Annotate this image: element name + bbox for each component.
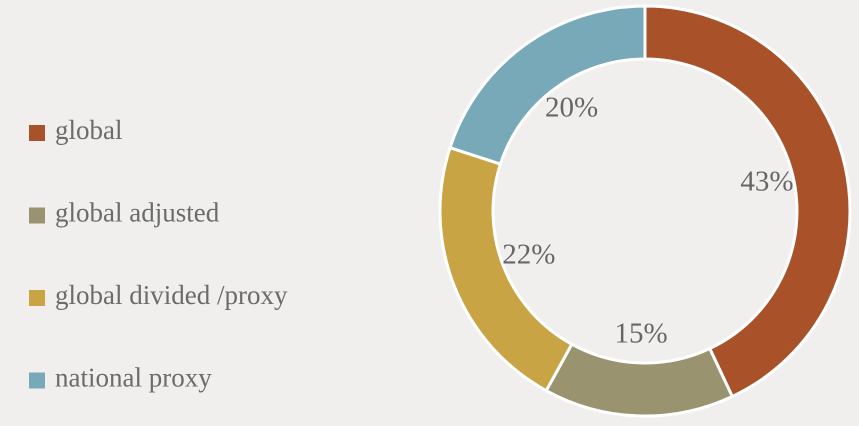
data-label: 20% <box>545 92 598 124</box>
legend-text: national proxy <box>55 363 212 393</box>
donut-slice <box>448 4 647 166</box>
data-label: 15% <box>614 318 667 350</box>
legend-text: global adjusted <box>55 198 220 228</box>
donut-slice <box>643 4 852 399</box>
data-label: 22% <box>502 239 555 271</box>
legend-swatch <box>29 125 45 141</box>
data-label: 43% <box>740 165 793 197</box>
legend-swatch <box>29 372 45 389</box>
legend-swatch <box>29 207 45 224</box>
legend-text: global divided /proxy <box>55 280 288 310</box>
legend-swatch <box>29 290 45 306</box>
legend-text: global <box>55 115 123 145</box>
